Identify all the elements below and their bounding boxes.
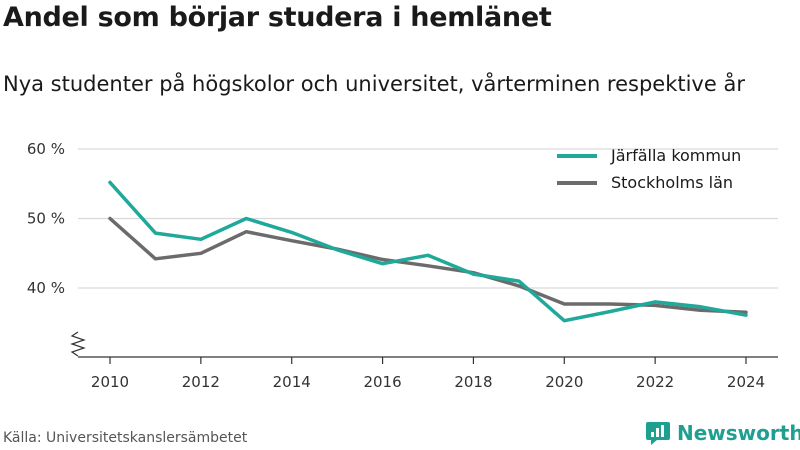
x-tick-label: 2020	[545, 373, 583, 391]
chart-subtitle: Nya studenter på högskolor och universit…	[3, 72, 745, 96]
x-tick-label: 2010	[91, 373, 129, 391]
series-lines	[108, 180, 748, 323]
x-tick-label: 2018	[454, 373, 492, 391]
x-tick-label: 2016	[363, 373, 401, 391]
x-tick-label: 2014	[273, 373, 311, 391]
x-tick-labels: 2010 2012 2014 2016 2018 2020 2022 2024	[91, 373, 765, 391]
y-tick-label: 50 %	[27, 210, 65, 228]
series-line	[108, 180, 748, 323]
legend-label: Järfälla kommun	[610, 146, 741, 165]
chart-title: Andel som börjar studera i hemlänet	[3, 2, 552, 33]
newsworthy-logo-icon	[646, 422, 670, 445]
x-tick-label: 2024	[727, 373, 765, 391]
y-tick-label: 40 %	[27, 279, 65, 297]
axis-break-icon	[70, 331, 86, 357]
legend: Järfälla kommun Stockholms län	[557, 146, 741, 192]
brand-logo: Newsworthy	[645, 420, 800, 446]
x-axis	[70, 331, 778, 364]
brand-name: Newsworthy	[677, 421, 800, 445]
x-tick-label: 2022	[636, 373, 674, 391]
x-tick-label: 2012	[182, 373, 220, 391]
legend-label: Stockholms län	[611, 173, 733, 192]
grid-lines	[78, 148, 778, 289]
source-note: Källa: Universitetskanslersämbetet	[3, 430, 248, 446]
y-tick-label: 60 %	[27, 140, 65, 158]
series-line	[108, 216, 748, 315]
y-tick-labels: 40 % 50 % 60 %	[27, 140, 65, 297]
